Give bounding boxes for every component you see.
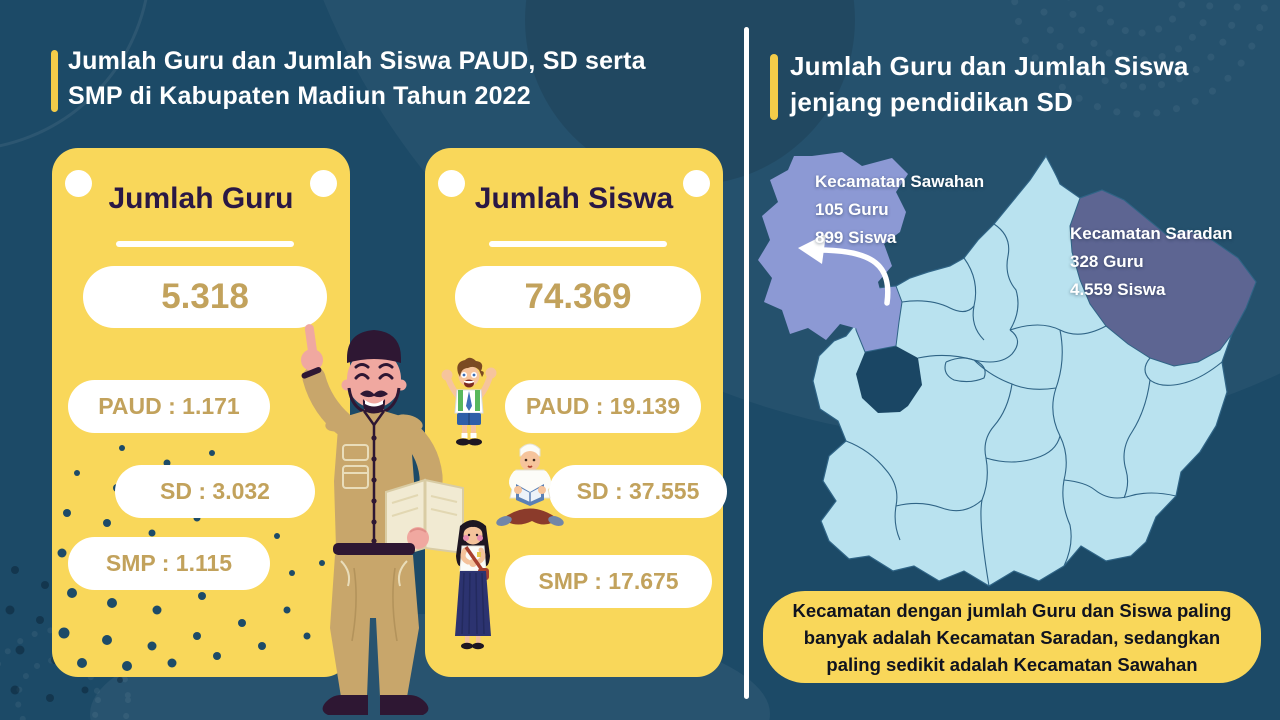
card-pin-left [65, 170, 92, 197]
right-title-accent-bar [770, 54, 778, 120]
guru-paud-pill: PAUD : 1.171 [68, 380, 270, 433]
left-title-line2: SMP di Kabupaten Madiun Tahun 2022 [68, 82, 531, 110]
sawahan-label: Kecamatan Sawahan 105 Guru 899 Siswa [815, 168, 984, 252]
saradan-guru: 328 Guru [1070, 252, 1144, 271]
teacher-illustration [301, 324, 464, 715]
sawahan-siswa: 899 Siswa [815, 228, 897, 247]
card-pin-left [438, 170, 465, 197]
right-title-line1: Jumlah Guru dan Jumlah Siswa [790, 51, 1189, 81]
summary-box: Kecamatan dengan jumlah Guru dan Siswa p… [763, 591, 1261, 683]
saradan-name: Kecamatan Saradan [1070, 224, 1233, 243]
card-jumlah-guru: Jumlah Guru 5.318 PAUD : 1.171 SD : 3.03… [52, 148, 350, 677]
left-title-line1: Jumlah Guru dan Jumlah Siswa PAUD, SD se… [68, 47, 646, 75]
reading-boy-illustration [496, 443, 564, 526]
card-guru-title: Jumlah Guru [108, 182, 294, 215]
siswa-sd-pill: SD : 37.555 [549, 465, 727, 518]
sawahan-guru: 105 Guru [815, 200, 889, 219]
card-siswa-underline [489, 241, 667, 247]
guru-total-pill: 5.318 [83, 266, 327, 328]
siswa-paud-pill: PAUD : 19.139 [505, 380, 701, 433]
card-pin-right [310, 170, 337, 197]
saradan-label: Kecamatan Saradan 328 Guru 4.559 Siswa [1070, 220, 1233, 304]
left-panel-title: Jumlah Guru dan Jumlah Siswa PAUD, SD se… [68, 44, 646, 114]
cheering-boy-illustration [441, 357, 497, 446]
summary-text: Kecamatan dengan jumlah Guru dan Siswa p… [792, 599, 1232, 675]
saradan-siswa: 4.559 Siswa [1070, 280, 1166, 299]
guru-smp-pill: SMP : 1.115 [68, 537, 270, 590]
sawahan-name: Kecamatan Sawahan [815, 172, 985, 191]
right-title-line2: jenjang pendidikan SD [790, 87, 1074, 117]
siswa-smp-pill: SMP : 17.675 [505, 555, 712, 608]
card-guru-underline [116, 241, 294, 247]
siswa-total-pill: 74.369 [455, 266, 701, 328]
panel-divider [744, 27, 749, 699]
schoolgirl-illustration [455, 520, 491, 650]
card-pin-right [683, 170, 710, 197]
left-title-accent-bar [51, 50, 58, 112]
card-siswa-title: Jumlah Siswa [474, 182, 674, 215]
right-panel-title: Jumlah Guru dan Jumlah Siswa jenjang pen… [790, 48, 1189, 120]
madiun-district-map [758, 152, 1257, 587]
guru-sd-pill: SD : 3.032 [115, 465, 315, 518]
